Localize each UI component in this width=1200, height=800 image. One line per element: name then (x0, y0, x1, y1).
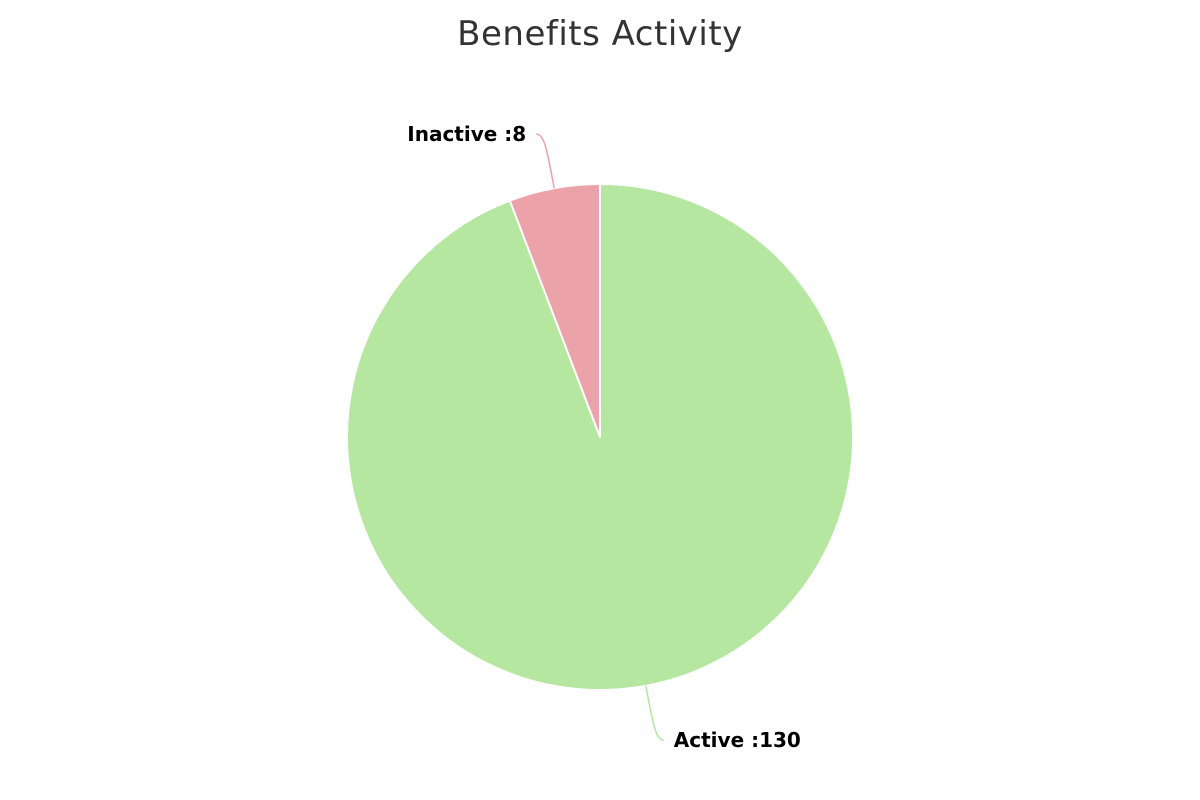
connector-inactive (536, 133, 555, 189)
data-label-inactive: Inactive :8 (407, 122, 526, 146)
data-label-active: Active :130 (674, 728, 801, 752)
slices-layer (345, 183, 854, 691)
pie-slice-inactive[interactable] (508, 183, 601, 438)
connectors-layer (536, 133, 664, 741)
connector-active (645, 685, 664, 741)
labels-layer: Active :130 Inactive :8 (407, 122, 801, 752)
chart-title: Benefits Activity (457, 14, 743, 54)
